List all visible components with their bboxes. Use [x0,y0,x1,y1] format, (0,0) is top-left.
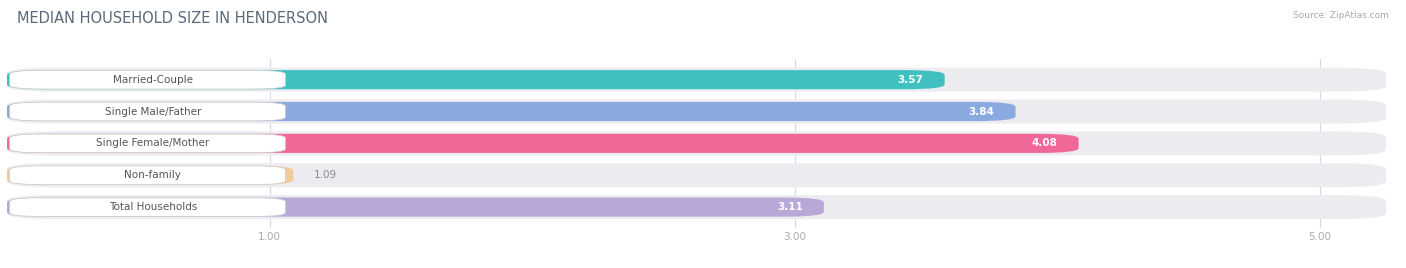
Text: Non-family: Non-family [124,170,181,180]
FancyBboxPatch shape [7,102,1015,121]
FancyBboxPatch shape [7,195,1386,219]
Text: Source: ZipAtlas.com: Source: ZipAtlas.com [1294,11,1389,20]
FancyBboxPatch shape [10,134,285,153]
Text: Married-Couple: Married-Couple [112,75,193,85]
FancyBboxPatch shape [10,166,285,185]
FancyBboxPatch shape [7,166,294,185]
Text: Single Male/Father: Single Male/Father [104,106,201,117]
FancyBboxPatch shape [7,131,1386,155]
Text: MEDIAN HOUSEHOLD SIZE IN HENDERSON: MEDIAN HOUSEHOLD SIZE IN HENDERSON [17,11,328,26]
Text: 1.09: 1.09 [315,170,337,180]
FancyBboxPatch shape [10,102,285,121]
FancyBboxPatch shape [7,198,824,217]
Text: 3.11: 3.11 [778,202,803,212]
FancyBboxPatch shape [10,198,285,217]
FancyBboxPatch shape [10,70,285,89]
FancyBboxPatch shape [7,134,1078,153]
Text: Total Households: Total Households [108,202,197,212]
FancyBboxPatch shape [7,163,1386,187]
Text: 3.57: 3.57 [898,75,924,85]
FancyBboxPatch shape [7,100,1386,124]
Text: Single Female/Mother: Single Female/Mother [96,138,209,148]
FancyBboxPatch shape [7,68,1386,92]
Text: 4.08: 4.08 [1032,138,1057,148]
FancyBboxPatch shape [7,70,945,89]
Text: 3.84: 3.84 [969,106,994,117]
